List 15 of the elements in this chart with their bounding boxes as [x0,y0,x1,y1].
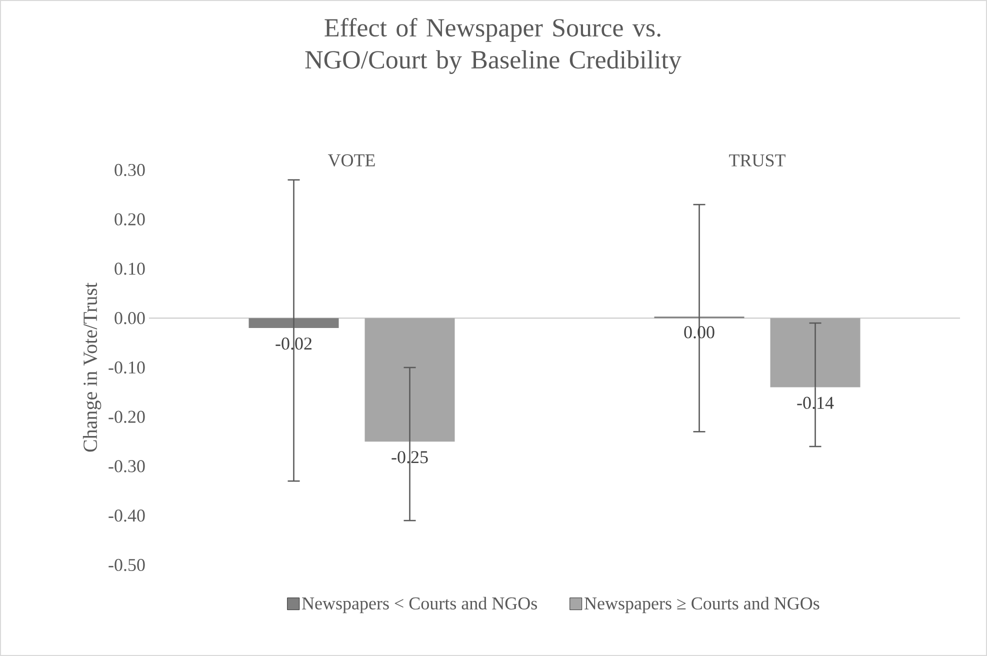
y-tick-label: 0.20 [114,213,145,226]
y-tick-label: -0.10 [108,361,145,374]
y-axis-title: Change in Vote/Trust [82,282,102,452]
x-tick-label: TRUST [729,154,786,166]
x-tick-label: VOTE [328,154,375,166]
y-tick-label: -0.40 [108,510,145,522]
chart-title: Effect of Newspaper Source vs. NGO/Court by Baseline Credibility [305,18,682,74]
y-tick-label: -0.30 [108,460,145,472]
legend-label: Newspapers < Courts and NGOs [302,596,537,614]
y-tick-label: 0.10 [114,262,145,275]
y-tick-label: 0.00 [114,312,145,324]
legend-label: Newspapers ≥ Courts and NGOs [584,596,820,614]
y-tick-label: -0.20 [108,410,145,423]
y-tick-label: 0.30 [114,164,145,176]
y-tick-label: -0.50 [108,558,145,572]
